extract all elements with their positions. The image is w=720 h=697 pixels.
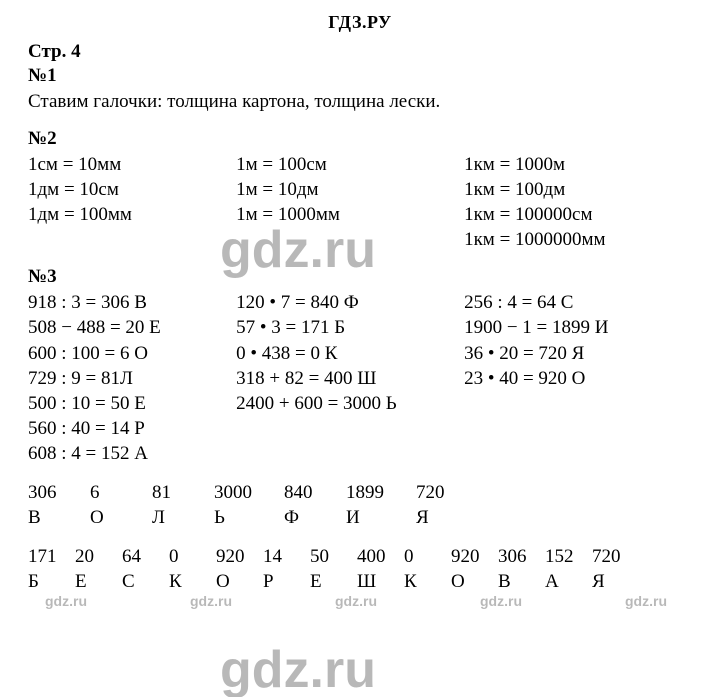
let: Ф — [284, 505, 346, 530]
eq: 0 • 438 = 0 К — [236, 341, 464, 366]
eq: 120 • 7 = 840 Ф — [236, 290, 464, 315]
let: А — [545, 569, 592, 594]
let: В — [498, 569, 545, 594]
num: 152 — [545, 544, 592, 569]
eq: 1дм = 100мм — [28, 202, 236, 227]
section1-heading: №1 — [28, 65, 692, 87]
num: 81 — [152, 480, 214, 505]
section3-col3: 256 : 4 = 64 С 1900 − 1 = 1899 И 36 • 20… — [464, 290, 692, 466]
watermark-small: gdz.ru — [625, 593, 667, 609]
eq: 1900 − 1 = 1899 И — [464, 315, 692, 340]
section3: №3 918 : 3 = 306 В 508 − 488 = 20 Е 600 … — [28, 266, 692, 466]
eq: 1км = 1000м — [464, 152, 692, 177]
num: 50 — [310, 544, 357, 569]
num: 840 — [284, 480, 346, 505]
num: 720 — [416, 480, 478, 505]
watermark-small: gdz.ru — [190, 593, 232, 609]
let: Л — [152, 505, 214, 530]
let: К — [169, 569, 216, 594]
num: 920 — [216, 544, 263, 569]
num: 400 — [357, 544, 404, 569]
let: В — [28, 505, 90, 530]
num: 306 — [28, 480, 90, 505]
num: 0 — [169, 544, 216, 569]
section2-col1: 1см = 10мм 1дм = 10см 1дм = 100мм — [28, 152, 236, 252]
let: Я — [416, 505, 478, 530]
eq: 1км = 100дм — [464, 177, 692, 202]
eq: 500 : 10 = 50 Е — [28, 391, 236, 416]
eq: 1м = 10дм — [236, 177, 464, 202]
eq: 508 − 488 = 20 Е — [28, 315, 236, 340]
eq: 560 : 40 = 14 Р — [28, 416, 236, 441]
eq: 318 + 82 = 400 Ш — [236, 366, 464, 391]
num: 20 — [75, 544, 122, 569]
eq: 256 : 4 = 64 С — [464, 290, 692, 315]
eq: 600 : 100 = 6 О — [28, 341, 236, 366]
num: 6 — [90, 480, 152, 505]
num: 14 — [263, 544, 310, 569]
let: О — [451, 569, 498, 594]
let: С — [122, 569, 169, 594]
eq: 1м = 1000мм — [236, 202, 464, 227]
section3-heading: №3 — [28, 266, 692, 288]
section3-col2: 120 • 7 = 840 Ф 57 • 3 = 171 Б 0 • 438 =… — [236, 290, 464, 466]
section3-col1: 918 : 3 = 306 В 508 − 488 = 20 Е 600 : 1… — [28, 290, 236, 466]
section2-col3: 1км = 1000м 1км = 100дм 1км = 100000см 1… — [464, 152, 692, 252]
watermark-small: gdz.ru — [45, 593, 87, 609]
num: 3000 — [214, 480, 284, 505]
eq: 1км = 1000000мм — [464, 227, 692, 252]
num: 1899 — [346, 480, 416, 505]
table-row: 306 6 81 3000 840 1899 720 — [28, 480, 692, 505]
eq: 729 : 9 = 81Л — [28, 366, 236, 391]
table-row: В О Л Ь Ф И Я — [28, 505, 692, 530]
num: 64 — [122, 544, 169, 569]
eq: 1см = 10мм — [28, 152, 236, 177]
num: 0 — [404, 544, 451, 569]
eq: 23 • 40 = 920 О — [464, 366, 692, 391]
table-row: Б Е С К О Р Е Ш К О В А Я — [28, 569, 692, 594]
eq: 1дм = 10см — [28, 177, 236, 202]
section1-text: Ставим галочки: толщина картона, толщина… — [28, 89, 692, 114]
let: О — [216, 569, 263, 594]
eq: 1м = 100см — [236, 152, 464, 177]
let: И — [346, 505, 416, 530]
num: 171 — [28, 544, 75, 569]
site-title: ГДЗ.РУ — [28, 12, 692, 33]
let: Е — [75, 569, 122, 594]
page-label: Стр. 4 — [28, 41, 692, 63]
section2: №2 1см = 10мм 1дм = 10см 1дм = 100мм 1м … — [28, 128, 692, 252]
answer-word-2: 171 20 64 0 920 14 50 400 0 920 306 152 … — [28, 544, 692, 594]
watermark-big: gdz.ru — [220, 640, 376, 697]
watermark-small: gdz.ru — [335, 593, 377, 609]
let: О — [90, 505, 152, 530]
eq: 608 : 4 = 152 А — [28, 441, 236, 466]
let: Б — [28, 569, 75, 594]
let: Я — [592, 569, 639, 594]
answer-word-1: 306 6 81 3000 840 1899 720 В О Л Ь Ф И Я — [28, 480, 692, 530]
eq: 57 • 3 = 171 Б — [236, 315, 464, 340]
let: Е — [310, 569, 357, 594]
eq: 2400 + 600 = 3000 Ь — [236, 391, 464, 416]
section2-col2: 1м = 100см 1м = 10дм 1м = 1000мм — [236, 152, 464, 252]
section2-heading: №2 — [28, 128, 692, 150]
eq: 918 : 3 = 306 В — [28, 290, 236, 315]
num: 920 — [451, 544, 498, 569]
let: Ь — [214, 505, 284, 530]
let: К — [404, 569, 451, 594]
num: 306 — [498, 544, 545, 569]
page-label-block: Стр. 4 №1 Ставим галочки: толщина картон… — [28, 41, 692, 114]
watermark-small: gdz.ru — [480, 593, 522, 609]
eq: 1км = 100000см — [464, 202, 692, 227]
let: Р — [263, 569, 310, 594]
table-row: 171 20 64 0 920 14 50 400 0 920 306 152 … — [28, 544, 692, 569]
num: 720 — [592, 544, 639, 569]
eq: 36 • 20 = 720 Я — [464, 341, 692, 366]
let: Ш — [357, 569, 404, 594]
